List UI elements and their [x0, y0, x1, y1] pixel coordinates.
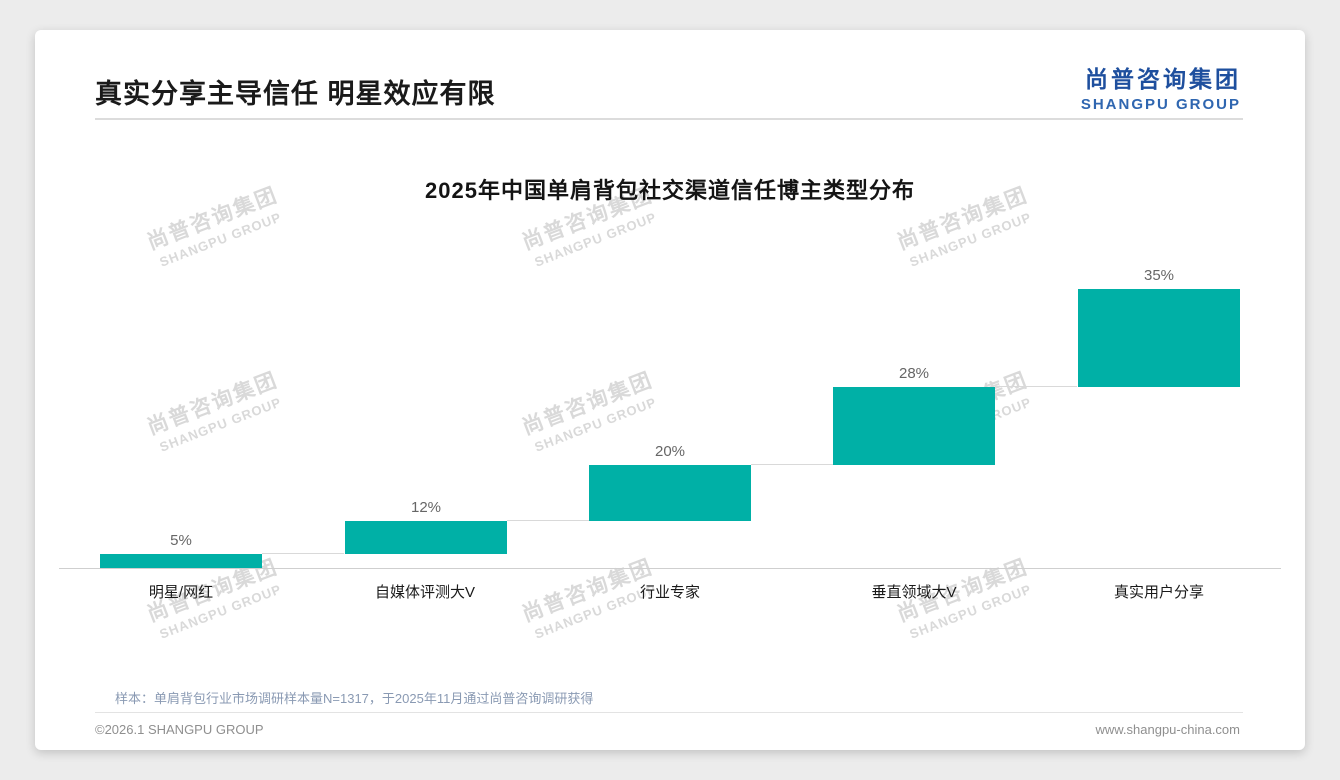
brand-logo-en: SHANGPU GROUP — [1080, 96, 1241, 113]
bar-value-label: 35% — [1143, 267, 1175, 284]
page-title: 真实分享主导信任 明星效应有限 — [95, 79, 496, 109]
title-divider — [95, 118, 1243, 120]
category-label: 行业专家 — [639, 584, 700, 601]
bar-value-label: 20% — [654, 443, 686, 460]
footer-url: www.shangpu-china.com — [1095, 722, 1240, 737]
category-label: 垂直领域大V — [871, 584, 957, 601]
bar-3 — [833, 387, 995, 465]
category-label: 自媒体评测大V — [374, 584, 475, 601]
watermark-en: SHANGPU GROUP — [157, 209, 284, 270]
connector-line — [751, 464, 833, 465]
bar-2 — [589, 465, 751, 521]
sample-note: 样本：单肩背包行业市场调研样本量N=1317，于2025年11月通过尚普咨询调研… — [115, 691, 594, 706]
watermark-en: SHANGPU GROUP — [907, 209, 1034, 270]
chart-plot: 5% 明星/网红 12% 自媒体评测大V 20% 行业专家 28% 垂直领域大V 35% 真实用户… — [59, 267, 1281, 601]
connector-line — [507, 520, 589, 521]
bar-4 — [1078, 289, 1240, 387]
chart-title: 2025年中国单肩背包社交渠道信任博主类型分布 — [425, 178, 915, 203]
brand-logo: 尚普咨询集团 SHANGPU GROUP — [1081, 60, 1241, 113]
category-label: 真实用户分享 — [1113, 584, 1204, 601]
brand-logo-cn: 尚普咨询集团 — [1085, 66, 1241, 92]
footer-copyright: ©2026.1 SHANGPU GROUP — [95, 722, 264, 737]
bar-1 — [345, 521, 507, 554]
category-label: 明星/网红 — [148, 584, 214, 601]
footer-divider — [95, 712, 1243, 713]
bar-value-label: 12% — [410, 499, 442, 516]
connector-line — [995, 386, 1077, 387]
bar-value-label: 28% — [898, 365, 930, 382]
bar-value-label: 5% — [170, 532, 192, 549]
bar-0 — [100, 554, 262, 568]
connector-line — [262, 553, 344, 554]
slide-card: 尚普咨询集团 SHANGPU GROUP 尚普咨询集团 SHANGPU GROUP 尚普… — [35, 30, 1305, 750]
watermark-en: SHANGPU GROUP — [532, 209, 659, 270]
